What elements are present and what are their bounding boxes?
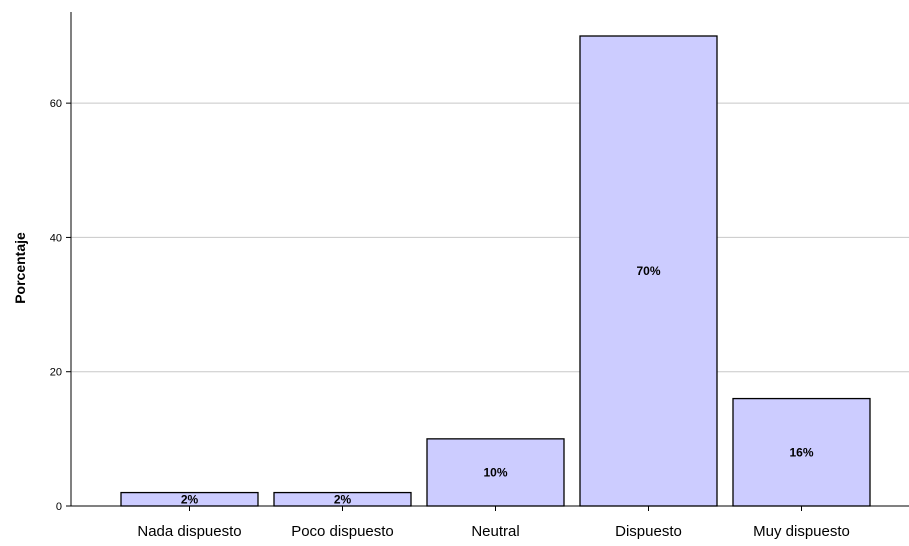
y-axis-title: Porcentaje — [12, 232, 28, 304]
x-tick-label: Dispuesto — [615, 523, 682, 540]
x-tick-label: Neutral — [471, 523, 519, 540]
x-tick-label: Poco dispuesto — [291, 523, 394, 540]
y-tick-label: 60 — [50, 98, 62, 110]
axes — [70, 12, 909, 507]
data-label: 2% — [181, 492, 199, 506]
y-tick-label: 40 — [50, 232, 62, 244]
data-label: 2% — [334, 492, 352, 506]
bar — [426, 438, 565, 507]
grid-lines — [71, 102, 909, 373]
y-tick-label: 0 — [56, 501, 62, 513]
y-tick-label: 20 — [50, 367, 62, 379]
data-label: 16% — [789, 445, 813, 459]
data-label: 70% — [636, 264, 660, 278]
data-labels: 2% 2% 10% 70% 16% — [181, 264, 814, 506]
bars — [120, 35, 871, 507]
y-tick-labels: 0 20 40 60 — [50, 98, 71, 513]
x-tick-label: Muy dispuesto — [753, 523, 850, 540]
x-tick-label: Nada dispuesto — [137, 523, 241, 540]
x-tick-labels: Nada dispuesto Poco dispuesto Neutral Dispu… — [137, 506, 850, 540]
data-label: 10% — [483, 465, 507, 479]
